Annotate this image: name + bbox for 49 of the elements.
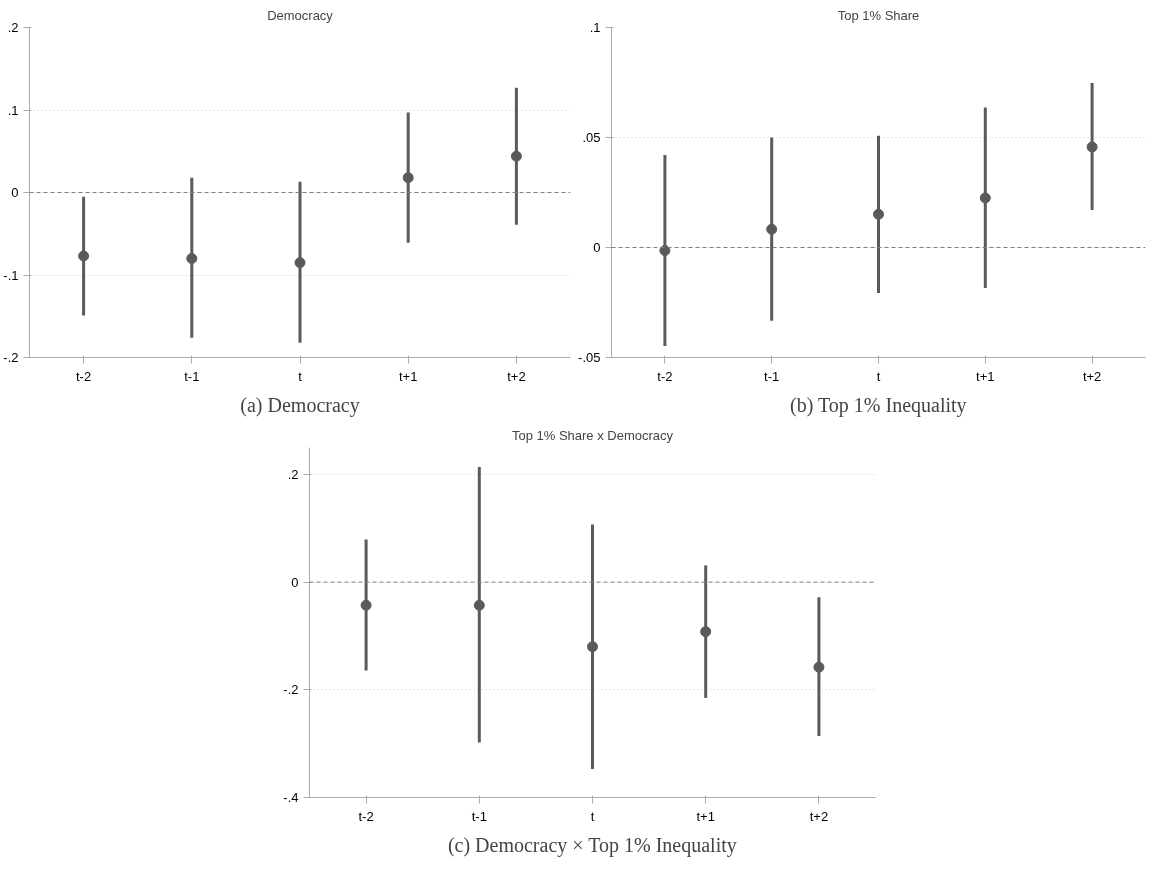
point <box>360 599 372 611</box>
x-tick-label: t+2 <box>809 808 829 824</box>
x-tick-label: t-1 <box>184 368 200 384</box>
y-tick-label: 0 <box>291 574 299 590</box>
text: (a) Democracy <box>240 393 360 417</box>
x-tick-label: t-1 <box>764 368 780 384</box>
point <box>979 192 991 204</box>
x-tick-label: t-2 <box>76 368 92 384</box>
point <box>510 150 522 162</box>
chart-title: Top 1% Share x Democracy <box>511 427 674 443</box>
x-tick-label: t-2 <box>657 368 673 384</box>
y-tick-label: .2 <box>287 466 299 482</box>
point <box>473 599 485 611</box>
y-tick-label: -.1 <box>3 267 19 283</box>
chart-title: Democracy <box>267 7 334 23</box>
x-tick-label: t+1 <box>398 368 418 384</box>
point <box>873 208 884 220</box>
point <box>700 626 712 638</box>
point <box>1086 141 1098 153</box>
point <box>587 641 598 653</box>
x-tick-label: t-1 <box>471 808 487 824</box>
y-tick-label: 0 <box>593 240 601 255</box>
y-tick-label: .1 <box>7 102 19 118</box>
y-tick-label: -.4 <box>283 790 299 805</box>
point <box>186 253 198 264</box>
y-tick-label: -.2 <box>3 350 19 365</box>
text: (c) Democracy × Top 1% Inequality <box>447 833 737 857</box>
point <box>766 223 778 235</box>
point <box>659 245 671 257</box>
x-tick-label: t+2 <box>1082 368 1102 384</box>
x-tick-label: t+2 <box>507 368 526 384</box>
chart-title: Top 1% Share <box>837 7 920 23</box>
point <box>294 257 306 269</box>
y-tick-label: .05 <box>582 130 601 145</box>
y-tick-label: .2 <box>7 20 19 35</box>
x-tick-label: t+1 <box>696 808 715 824</box>
point <box>813 661 825 673</box>
y-tick-label: -.2 <box>283 682 299 698</box>
x-tick-label: t <box>590 808 595 824</box>
text: (b) Top 1% Inequality <box>790 393 967 417</box>
y-tick-label: -.05 <box>578 350 601 365</box>
x-tick-label: t-2 <box>358 808 374 824</box>
x-tick-label: t+1 <box>976 368 995 384</box>
point <box>78 250 90 262</box>
y-tick-label: .1 <box>589 20 601 35</box>
x-tick-label: t <box>876 368 881 384</box>
point <box>402 172 414 184</box>
x-tick-label: t <box>298 368 303 384</box>
y-tick-label: 0 <box>11 185 19 200</box>
